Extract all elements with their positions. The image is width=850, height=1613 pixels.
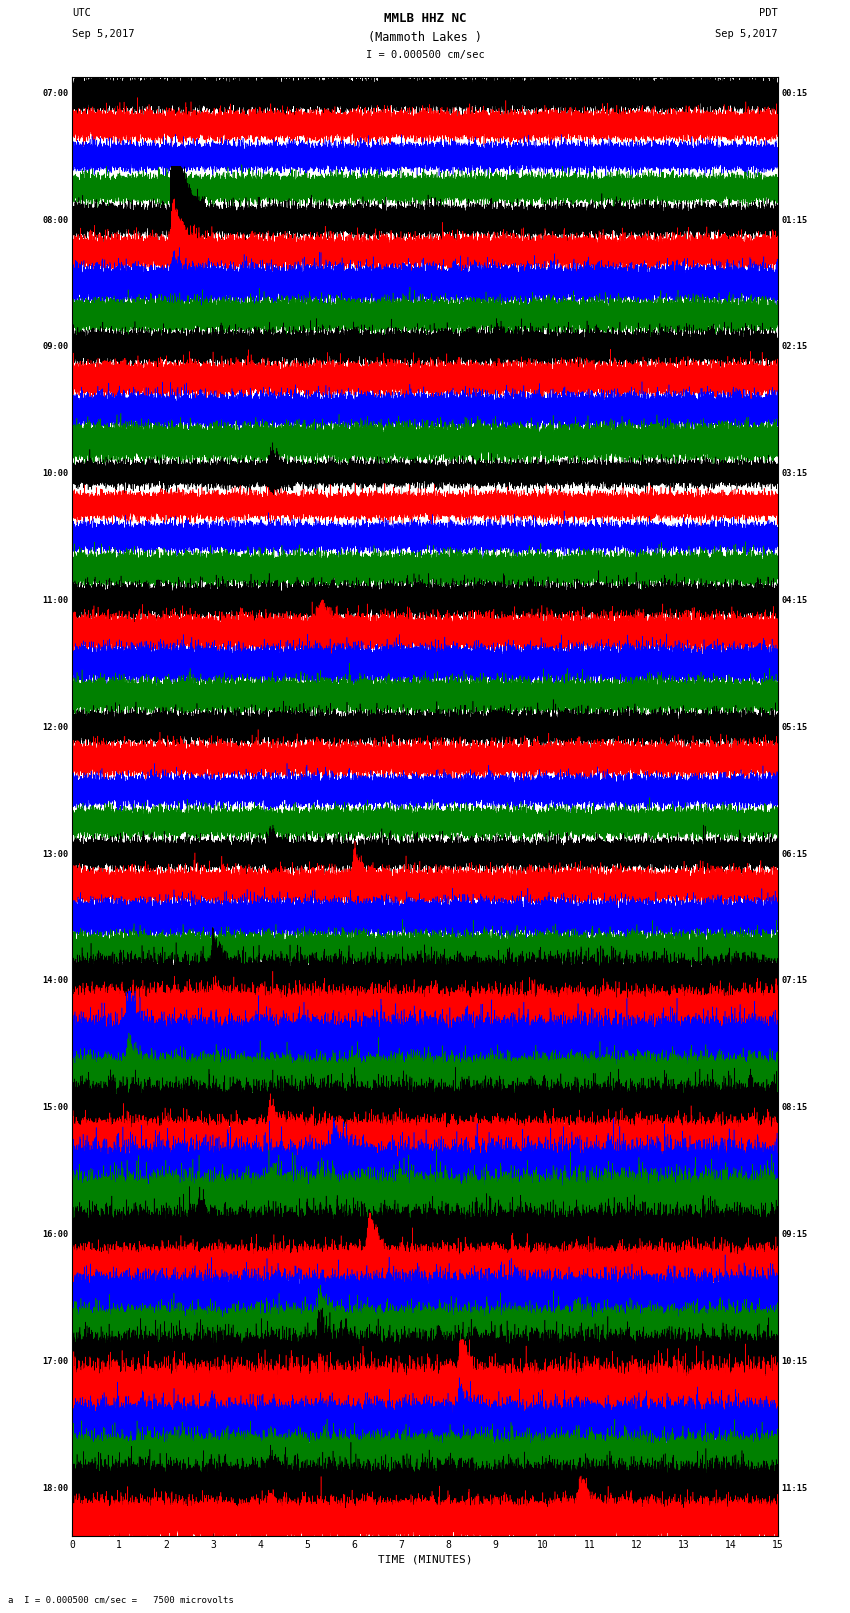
- Text: (Mammoth Lakes ): (Mammoth Lakes ): [368, 31, 482, 44]
- Text: 00:15: 00:15: [781, 89, 807, 98]
- Text: Sep 5,2017: Sep 5,2017: [715, 29, 778, 39]
- Text: 08:15: 08:15: [781, 1103, 807, 1111]
- Text: 10:00: 10:00: [42, 469, 69, 477]
- Text: UTC: UTC: [72, 8, 91, 18]
- Text: PDT: PDT: [759, 8, 778, 18]
- Text: 02:15: 02:15: [781, 342, 807, 352]
- Text: 12:00: 12:00: [42, 723, 69, 732]
- Text: a  I = 0.000500 cm/sec =   7500 microvolts: a I = 0.000500 cm/sec = 7500 microvolts: [8, 1595, 235, 1605]
- Text: 07:00: 07:00: [42, 89, 69, 98]
- Text: 15:00: 15:00: [42, 1103, 69, 1111]
- Text: 14:00: 14:00: [42, 976, 69, 986]
- Text: 11:00: 11:00: [42, 595, 69, 605]
- Text: 09:00: 09:00: [42, 342, 69, 352]
- Text: 11:15: 11:15: [781, 1484, 807, 1492]
- Text: 09:15: 09:15: [781, 1231, 807, 1239]
- Text: 10:15: 10:15: [781, 1357, 807, 1366]
- Text: I = 0.000500 cm/sec: I = 0.000500 cm/sec: [366, 50, 484, 60]
- Text: 13:00: 13:00: [42, 850, 69, 858]
- Text: 16:00: 16:00: [42, 1231, 69, 1239]
- Text: 05:15: 05:15: [781, 723, 807, 732]
- Text: MMLB HHZ NC: MMLB HHZ NC: [383, 11, 467, 24]
- Text: Sep 5,2017: Sep 5,2017: [72, 29, 135, 39]
- Text: 08:00: 08:00: [42, 216, 69, 224]
- X-axis label: TIME (MINUTES): TIME (MINUTES): [377, 1555, 473, 1565]
- Text: 03:15: 03:15: [781, 469, 807, 477]
- Text: 04:15: 04:15: [781, 595, 807, 605]
- Text: 18:00: 18:00: [42, 1484, 69, 1492]
- Text: 01:15: 01:15: [781, 216, 807, 224]
- Text: 06:15: 06:15: [781, 850, 807, 858]
- Text: 07:15: 07:15: [781, 976, 807, 986]
- Text: 17:00: 17:00: [42, 1357, 69, 1366]
